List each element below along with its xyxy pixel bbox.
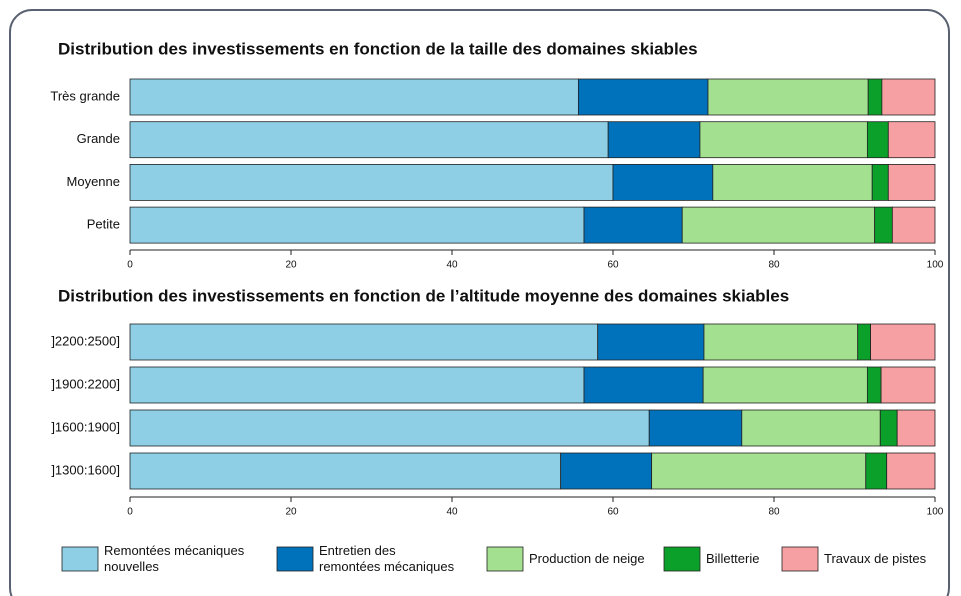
bar-segment <box>857 323 871 361</box>
y-tick-label: Moyenne <box>67 174 120 189</box>
x-tick-label: 100 <box>927 507 944 518</box>
bar-segment <box>583 366 704 404</box>
bar-segment <box>648 409 743 447</box>
bar-segment <box>866 121 889 159</box>
chart-title: Distribution des investissements en fonc… <box>58 286 789 305</box>
bar-segment <box>865 452 888 490</box>
legend-swatch <box>486 546 524 572</box>
x-tick-label: 80 <box>768 260 780 271</box>
bar-segment <box>870 323 936 361</box>
x-tick-label: 40 <box>446 260 458 271</box>
x-tick-label: 60 <box>607 260 619 271</box>
legend-swatch <box>663 546 701 572</box>
x-tick-label: 100 <box>927 260 944 271</box>
bar-segment <box>887 163 936 201</box>
bar-segment <box>607 121 701 159</box>
bar-segment <box>129 206 585 244</box>
y-tick-label: ]2200:2500] <box>51 333 120 348</box>
y-tick-label: Grande <box>77 131 120 146</box>
bar-segment <box>129 452 562 490</box>
bar-segment <box>129 78 579 116</box>
bar-segment <box>712 163 873 201</box>
x-tick-label: 0 <box>127 507 133 518</box>
x-tick-label: 80 <box>768 507 780 518</box>
x-tick-label: 40 <box>446 507 458 518</box>
y-tick-label: ]1900:2200] <box>51 376 120 391</box>
bar-segment <box>879 409 898 447</box>
bar-segment <box>887 121 936 159</box>
x-tick-label: 60 <box>607 507 619 518</box>
y-tick-label: Très grande <box>50 88 120 103</box>
x-tick-label: 0 <box>127 260 133 271</box>
bar-segment <box>874 206 893 244</box>
frame <box>9 9 950 596</box>
bar-segment <box>129 121 609 159</box>
y-tick-label: Petite <box>87 217 120 232</box>
bar-segment <box>651 452 867 490</box>
bar-segment <box>880 366 936 404</box>
legend-swatch <box>781 546 819 572</box>
x-tick-label: 20 <box>285 507 297 518</box>
chart-title: Distribution des investissements en fonc… <box>58 39 698 58</box>
legend-label: Entretien des remontées mécaniques <box>319 543 455 574</box>
bar-segment <box>891 206 936 244</box>
legend-label: Billetterie <box>706 551 760 566</box>
bar-segment <box>681 206 876 244</box>
legend-swatch <box>61 546 99 572</box>
bar-segment <box>871 163 889 201</box>
bar-segment <box>129 366 585 404</box>
bar-segment <box>702 366 868 404</box>
legend-label: Travaux de pistes <box>824 551 927 566</box>
bar-segment <box>129 163 614 201</box>
bar-segment <box>583 206 683 244</box>
x-tick-label: 20 <box>285 260 297 271</box>
bar-segment <box>741 409 881 447</box>
legend-label: Production de neige <box>529 551 645 566</box>
bar-segment <box>703 323 859 361</box>
bar-segment <box>867 78 883 116</box>
bar-segment <box>896 409 936 447</box>
y-tick-label: ]1300:1600] <box>51 462 120 477</box>
legend-label: Remontées mécaniques nouvelles <box>104 543 245 574</box>
bar-segment <box>129 409 650 447</box>
bar-segment <box>560 452 653 490</box>
y-tick-label: ]1600:1900] <box>51 419 120 434</box>
bar-segment <box>866 366 882 404</box>
bar-segment <box>129 323 599 361</box>
bar-segment <box>707 78 869 116</box>
bar-segment <box>597 323 705 361</box>
bar-segment <box>881 78 936 116</box>
bar-segment <box>886 452 936 490</box>
bar-segment <box>577 78 709 116</box>
bar-segment <box>699 121 868 159</box>
bar-segment <box>612 163 714 201</box>
legend-swatch <box>276 546 314 572</box>
